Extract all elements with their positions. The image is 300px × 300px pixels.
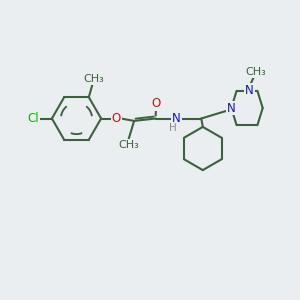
Text: CH₃: CH₃	[245, 67, 266, 77]
Text: O: O	[112, 112, 121, 125]
Text: O: O	[152, 97, 161, 110]
Text: Cl: Cl	[28, 112, 39, 125]
Text: N: N	[227, 101, 236, 115]
Text: CH₃: CH₃	[83, 74, 104, 84]
Text: N: N	[245, 84, 254, 97]
Text: H: H	[169, 123, 177, 134]
Text: N: N	[172, 112, 181, 125]
Text: CH₃: CH₃	[118, 140, 139, 150]
